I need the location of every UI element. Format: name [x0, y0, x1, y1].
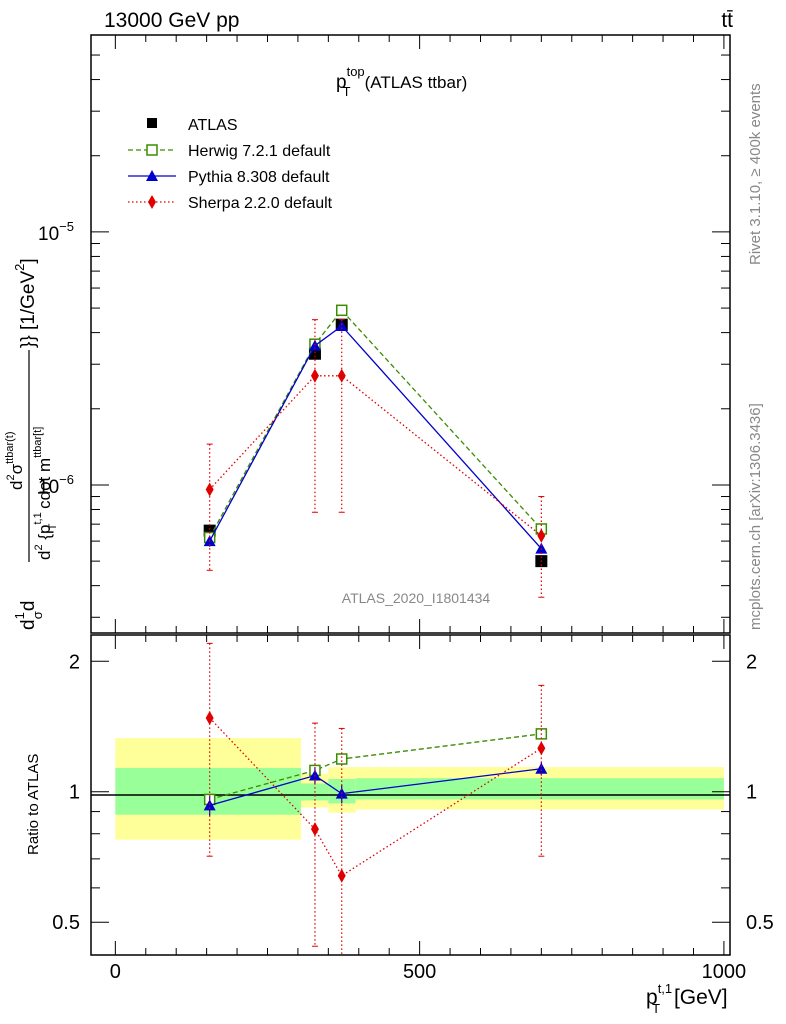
point-sherpa: [537, 741, 546, 756]
main-y-axis-label: d1 σd d2σttbar(t) d2 {pt,1T cdot mttbar[t…: [4, 258, 59, 630]
point-sherpa: [337, 368, 346, 383]
y-tick-label: 10−6: [38, 472, 74, 498]
ratio-y-tick-label-left: 2: [69, 651, 80, 673]
legend-item-pythia: Pythia 8.308 default: [128, 169, 330, 186]
energy-label: 13000 GeV pp: [104, 9, 239, 32]
ratio-x-tick-labels: 0 500 1000: [110, 961, 746, 983]
ratio-y-tick-label-right: 1: [746, 782, 757, 804]
y-tick-label: 10−5: [38, 219, 74, 245]
plot-title: ptop T (ATLAS ttbar): [336, 64, 467, 99]
legend-item-atlas: ATLAS: [147, 117, 238, 134]
ratio-y-tick-label-right: 0.5: [746, 912, 774, 934]
series-line-pythia: [209, 768, 542, 807]
legend-label-sherpa: Sherpa 2.2.0 default: [188, 195, 333, 212]
series-herwig: [203, 304, 548, 544]
main-panel: 10−6 10−5 ptop T (ATLAS ttbar) ATLAS_2020_I…: [4, 34, 731, 634]
point-pythia: [308, 339, 321, 351]
ratio-y-axis-label: Ratio to ATLAS: [25, 754, 42, 855]
main-axis-ticks: [91, 35, 730, 633]
legend-marker-pythia: [146, 170, 158, 181]
svg-text:}} [1/GeV2]: }} [1/GeV2]: [12, 258, 39, 348]
point-sherpa: [205, 482, 214, 497]
legend: ATLAS Herwig 7.2.1 default Pythia 8.308 …: [128, 117, 333, 212]
mcplots-label: mcplots.cern.ch [arXiv:1306.3436]: [747, 403, 764, 630]
point-pythia: [535, 762, 548, 774]
analysis-watermark: ATLAS_2020_I1801434: [342, 590, 491, 606]
main-series-group: [203, 304, 548, 598]
ratio-y-tick-label-left: 0.5: [52, 912, 80, 934]
series-line-herwig: [209, 309, 542, 538]
point-pythia: [203, 799, 216, 811]
stat-uncertainty-band: [355, 778, 724, 800]
point-pythia: [335, 319, 348, 331]
ratio-series-group: [203, 642, 548, 955]
point-sherpa: [537, 528, 546, 543]
process-label: tt̄: [721, 9, 733, 32]
ratio-y-tick-labels: 0.5 0.5 1 1 2 2: [52, 651, 774, 934]
series-sherpa: [205, 642, 546, 955]
svg-text:d2σttbar(t): d2σttbar(t): [4, 432, 26, 491]
series-line-sherpa: [209, 717, 542, 877]
legend-label-pythia: Pythia 8.308 default: [188, 169, 330, 186]
ratio-y-tick-label-left: 1: [69, 782, 80, 804]
x-tick-label: 500: [403, 961, 436, 983]
legend-marker-atlas: [147, 118, 157, 128]
point-sherpa: [337, 868, 346, 883]
point-pythia: [535, 542, 548, 554]
legend-item-herwig: Herwig 7.2.1 default: [128, 143, 331, 160]
x-tick-label: 0: [110, 961, 121, 983]
rivet-label: Rivet 3.1.10, ≥ 400k events: [747, 83, 764, 265]
svg-text:d2 {pt,1T cdot mttbar[t]: d2 {pt,1T cdot mttbar[t]: [32, 427, 59, 560]
point-herwig: [335, 304, 348, 317]
point-herwig: [335, 753, 348, 765]
series-line-sherpa: [209, 375, 542, 537]
legend-marker-sherpa: [148, 195, 156, 209]
ratio-y-tick-label-right: 2: [746, 651, 757, 673]
series-sherpa: [205, 319, 546, 598]
main-frame: [90, 34, 731, 634]
point-sherpa: [205, 710, 214, 725]
ratio-axis-ticks: [91, 635, 730, 955]
ratio-frame: [90, 634, 731, 956]
legend-marker-herwig: [146, 144, 158, 156]
series-line-herwig: [209, 733, 542, 801]
series-pythia: [203, 319, 548, 554]
series-line-pythia: [209, 325, 542, 550]
legend-label-atlas: ATLAS: [188, 117, 238, 134]
legend-item-sherpa: Sherpa 2.2.0 default: [128, 195, 333, 212]
ratio-panel: 0.5 0.5 1 1 2 2 0 500 1000 Ratio to ATLAS pt,1 T…: [25, 634, 774, 1016]
main-y-tick-labels: 10−6 10−5: [38, 219, 74, 498]
x-axis-label: pt,1 T [GeV]: [646, 981, 728, 1016]
x-tick-label: 1000: [702, 961, 747, 983]
point-pythia: [308, 769, 321, 781]
ratio-uncertainty-bands: [115, 738, 724, 840]
point-sherpa: [310, 368, 319, 383]
legend-label-herwig: Herwig 7.2.1 default: [188, 143, 331, 160]
series-atlas: [203, 318, 548, 568]
point-sherpa: [310, 822, 319, 837]
